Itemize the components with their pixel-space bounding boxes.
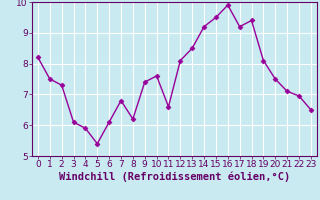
X-axis label: Windchill (Refroidissement éolien,°C): Windchill (Refroidissement éolien,°C) bbox=[59, 172, 290, 182]
